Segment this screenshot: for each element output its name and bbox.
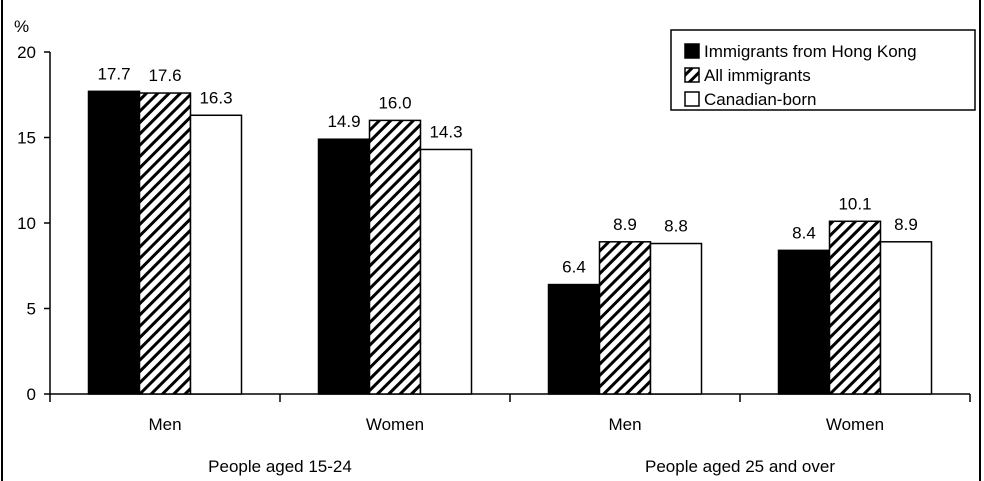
data-label: 8.8: [664, 217, 688, 236]
legend-box: [670, 29, 976, 111]
y-axis-label: %: [14, 17, 29, 36]
bar: [649, 242, 703, 395]
bar: [879, 241, 933, 395]
legend-swatch: [684, 67, 700, 83]
bar: [598, 241, 652, 395]
data-label: 14.9: [327, 112, 360, 131]
bar: [317, 138, 371, 395]
bar: [368, 119, 422, 395]
bar: [777, 249, 831, 395]
data-label: 17.7: [97, 64, 130, 83]
legend-label: All immigrants: [704, 66, 811, 85]
legend-label: Canadian-born: [704, 90, 816, 109]
data-label: 8.9: [894, 215, 918, 234]
legend-label: Immigrants from Hong Kong: [704, 42, 917, 61]
bar: [828, 220, 882, 395]
y-tick-label: 5: [27, 300, 36, 319]
x-category-label: Men: [608, 415, 641, 434]
x-category-label: Men: [148, 415, 181, 434]
data-label: 6.4: [562, 258, 586, 277]
y-tick-label: 20: [17, 43, 36, 62]
data-label: 16.3: [199, 88, 232, 107]
y-tick-label: 0: [27, 385, 36, 404]
data-label: 8.4: [792, 223, 816, 242]
bar: [419, 148, 473, 395]
data-label: 14.3: [429, 122, 462, 141]
data-label: 17.6: [148, 66, 181, 85]
legend-swatch: [684, 43, 700, 59]
x-category-label: Women: [826, 415, 884, 434]
y-tick-label: 15: [17, 129, 36, 148]
data-label: 8.9: [613, 215, 637, 234]
legend-swatch: [684, 91, 700, 107]
bar: [138, 92, 192, 395]
bar: [547, 283, 601, 395]
y-tick-label: 10: [17, 214, 36, 233]
bar: [87, 90, 141, 395]
data-label: 16.0: [378, 93, 411, 112]
data-label: 10.1: [838, 194, 871, 213]
x-group-label: People aged 25 and over: [645, 457, 835, 476]
x-category-label: Women: [366, 415, 424, 434]
x-group-label: People aged 15-24: [208, 457, 352, 476]
bar: [189, 114, 243, 395]
